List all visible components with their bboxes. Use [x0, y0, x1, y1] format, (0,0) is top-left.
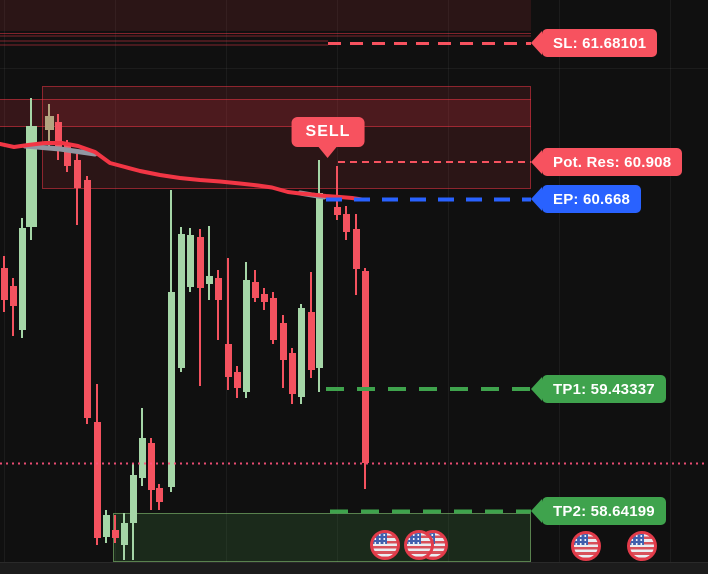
candle-body — [352, 229, 360, 269]
tp2-price-text: TP2: 58.64199 — [553, 502, 655, 520]
pot-res-price-label[interactable]: Pot. Res: 60.908 — [542, 148, 683, 176]
candle-wick — [336, 166, 338, 220]
ma-gray-line — [22, 143, 98, 157]
pot-res-price-text: Pot. Res: 60.908 — [553, 153, 672, 171]
time-axis-bar[interactable] — [0, 562, 708, 574]
candle-body — [155, 488, 163, 502]
candle-body — [288, 353, 296, 394]
candle-body — [147, 443, 155, 490]
candle-body — [138, 438, 146, 478]
candle-body — [251, 282, 259, 298]
candle-body — [177, 234, 185, 368]
candle-body — [9, 286, 17, 306]
tp1-price-label[interactable]: TP1: 59.43337 — [542, 375, 666, 403]
candle-wick — [114, 515, 116, 543]
candle-body — [93, 422, 101, 538]
stoploss-zone — [0, 0, 531, 31]
sell-signal-text: SELL — [305, 123, 351, 140]
ep-price-text: EP: 60.668 — [553, 190, 631, 208]
candle-body — [214, 278, 222, 300]
candle-body — [297, 308, 305, 397]
tp2-zone — [113, 513, 531, 562]
sl-price-text: SL: 61.68101 — [553, 34, 647, 52]
candle-body — [54, 122, 62, 148]
candle-body — [102, 515, 110, 537]
candle-body — [196, 237, 204, 288]
candle-body — [44, 116, 54, 130]
candle-wick — [227, 258, 229, 390]
candle-body — [120, 523, 128, 545]
us-flag-icon[interactable] — [627, 531, 657, 561]
us-flag-icon[interactable] — [370, 530, 400, 560]
us-flag-icon[interactable] — [571, 531, 601, 561]
candle-wick — [199, 229, 201, 386]
candle-body — [63, 145, 71, 166]
ep-price-label[interactable]: EP: 60.668 — [542, 185, 642, 213]
candle-body — [342, 214, 350, 232]
candle-body — [186, 235, 194, 287]
candle-body — [224, 344, 232, 377]
candle-body — [315, 193, 323, 368]
candle-wick — [217, 270, 219, 340]
sell-signal-tag[interactable]: SELL — [291, 117, 365, 147]
candle-wick — [12, 278, 14, 336]
candle-wick — [76, 154, 78, 225]
candle-body — [83, 180, 91, 418]
sl-price-label[interactable]: SL: 61.68101 — [542, 29, 658, 57]
candle-body — [233, 372, 241, 388]
us-flag-icon[interactable] — [404, 530, 434, 560]
candle-body — [111, 530, 119, 538]
candle-body — [25, 126, 37, 227]
candle-body — [279, 323, 287, 360]
resistance-band — [0, 99, 531, 127]
resistance-box — [42, 86, 531, 189]
candle-body — [242, 280, 250, 392]
ma-red-line — [0, 141, 364, 202]
candle-wick — [208, 226, 210, 300]
tp2-price-label[interactable]: TP2: 58.64199 — [542, 497, 666, 525]
candle-body — [129, 475, 137, 523]
candle-body — [0, 268, 8, 300]
candle-body — [269, 298, 277, 340]
candle-body — [333, 207, 341, 215]
candle-body — [307, 312, 315, 370]
candle-body — [260, 294, 268, 302]
candle-body — [205, 276, 213, 284]
candle-body — [73, 160, 81, 188]
candle-body — [361, 271, 369, 463]
candle-body — [18, 228, 26, 330]
tp1-price-text: TP1: 59.43337 — [553, 380, 655, 398]
candle-body — [167, 292, 175, 487]
